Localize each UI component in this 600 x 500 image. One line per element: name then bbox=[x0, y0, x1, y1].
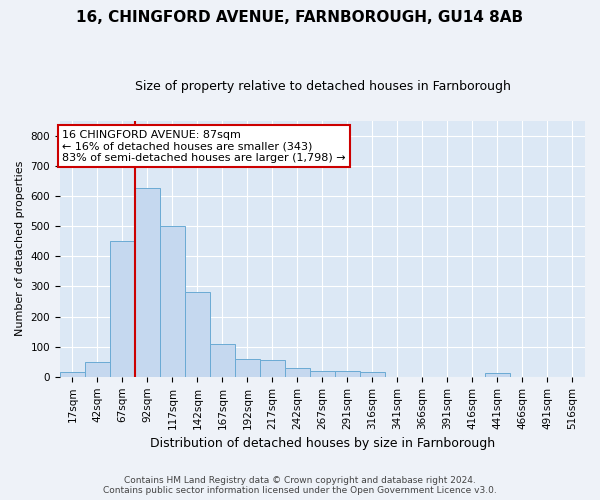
Bar bbox=[485, 373, 510, 377]
Text: 16 CHINGFORD AVENUE: 87sqm
← 16% of detached houses are smaller (343)
83% of sem: 16 CHINGFORD AVENUE: 87sqm ← 16% of deta… bbox=[62, 130, 346, 163]
Bar bbox=[260, 360, 285, 377]
Bar bbox=[135, 188, 160, 377]
Bar bbox=[310, 371, 335, 377]
X-axis label: Distribution of detached houses by size in Farnborough: Distribution of detached houses by size … bbox=[150, 437, 495, 450]
Y-axis label: Number of detached properties: Number of detached properties bbox=[15, 161, 25, 336]
Bar bbox=[210, 344, 235, 377]
Text: 16, CHINGFORD AVENUE, FARNBOROUGH, GU14 8AB: 16, CHINGFORD AVENUE, FARNBOROUGH, GU14 … bbox=[76, 10, 524, 25]
Title: Size of property relative to detached houses in Farnborough: Size of property relative to detached ho… bbox=[134, 80, 511, 93]
Bar bbox=[60, 372, 85, 377]
Bar bbox=[360, 372, 385, 377]
Bar bbox=[185, 292, 210, 377]
Bar bbox=[160, 226, 185, 377]
Bar bbox=[335, 371, 360, 377]
Text: Contains HM Land Registry data © Crown copyright and database right 2024.
Contai: Contains HM Land Registry data © Crown c… bbox=[103, 476, 497, 495]
Bar bbox=[110, 241, 135, 377]
Bar bbox=[85, 362, 110, 377]
Bar bbox=[235, 358, 260, 377]
Bar bbox=[285, 368, 310, 377]
